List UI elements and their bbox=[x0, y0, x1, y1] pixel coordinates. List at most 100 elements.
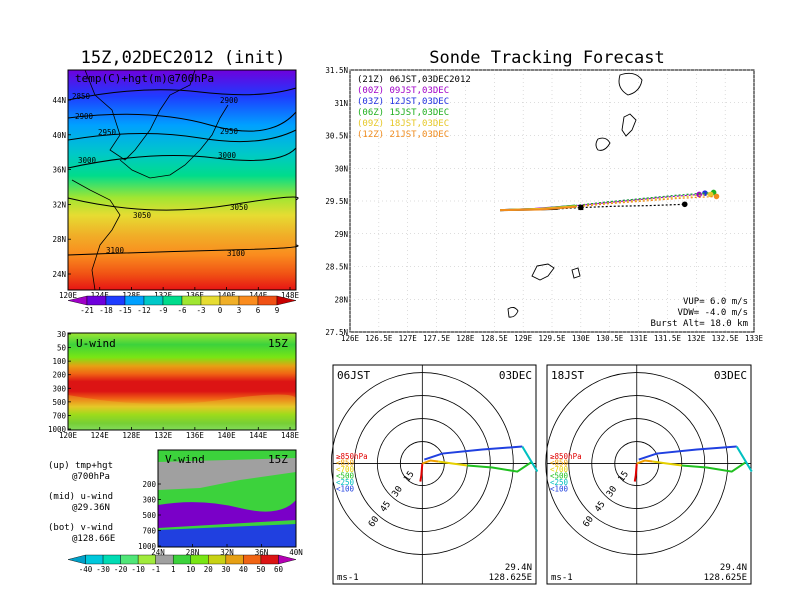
colorbar-swatch bbox=[219, 295, 240, 306]
u-wind-label: U-wind bbox=[76, 337, 116, 350]
temp-colorbar-label: -12 bbox=[137, 306, 151, 315]
colorbar-swatch bbox=[137, 554, 156, 565]
temp-colorbar-label: 3 bbox=[237, 306, 242, 315]
note-line: @128.66E bbox=[72, 534, 115, 544]
track-x-tick-label: 133E bbox=[745, 334, 764, 343]
hodograph-level-label: <850 bbox=[336, 459, 355, 468]
temp-y-tick-label: 36N bbox=[52, 166, 66, 175]
temp-x-tick-label: 128E bbox=[122, 291, 141, 300]
island bbox=[571, 267, 581, 279]
temp-y-tick-label: 40N bbox=[52, 131, 66, 140]
track-panel: 126E 126.5E 127E 127.5E 128E 128.5E 129E 129.5E… bbox=[325, 66, 763, 343]
colorbar-swatch bbox=[190, 554, 209, 565]
u-wind-panel: U-wind 15Z 30 50 100 200 300 500 700 1000 120E 1… bbox=[48, 330, 300, 440]
hodograph-trace bbox=[424, 445, 523, 461]
temp-map-panel: temp(C)+hgt(m)@700hPa 2850 2900 2900 295… bbox=[52, 69, 300, 300]
v-y-tick-label: 500 bbox=[142, 511, 156, 520]
colorbar-swatch bbox=[86, 295, 107, 306]
u-x-tick-label: 120E bbox=[59, 431, 78, 440]
temp-x-tick-label: 144E bbox=[249, 291, 268, 300]
contour-line bbox=[67, 129, 297, 143]
hodograph-level-label: <850 bbox=[550, 459, 569, 468]
colorbar-swatch bbox=[200, 295, 221, 306]
v-colorbar-label: 60 bbox=[274, 565, 284, 574]
contour-label: 3100 bbox=[106, 246, 125, 255]
track-series-line-dashed bbox=[557, 203, 685, 210]
hodograph-level-label: <100 bbox=[336, 485, 355, 494]
u-x-tick-label: 128E bbox=[122, 431, 141, 440]
right-panel-title: Sonde Tracking Forecast bbox=[429, 48, 664, 68]
track-x-tick-label: 132.5E bbox=[712, 334, 740, 343]
track-y-tick-label: 29N bbox=[334, 230, 348, 239]
v-wind-purple-band bbox=[158, 500, 296, 528]
contour-line bbox=[67, 111, 297, 132]
colorbar-swatch bbox=[238, 295, 259, 306]
u-x-tick-label: 148E bbox=[281, 431, 300, 440]
hodograph-trace bbox=[636, 459, 653, 465]
track-y-tick-label: 29.5N bbox=[325, 197, 348, 206]
u-x-tick-label: 132E bbox=[154, 431, 173, 440]
hodograph-trace bbox=[419, 463, 424, 482]
island bbox=[618, 72, 643, 96]
hodograph-level-label: <700 bbox=[336, 465, 355, 474]
track-x-tick-label: 131E bbox=[630, 334, 649, 343]
track-legend-entry: (21Z) 06JST,03DEC2012 bbox=[357, 75, 471, 85]
u-wind-lower-band bbox=[68, 394, 296, 430]
contour-label: 2850 bbox=[72, 92, 91, 101]
hodograph-level-label: <250 bbox=[336, 478, 355, 487]
track-series-line-dashed bbox=[575, 195, 717, 208]
track-legend-entry: (06Z) 15JST,03DEC bbox=[357, 108, 449, 118]
u-wind-time-label: 15Z bbox=[268, 337, 288, 350]
temp-x-tick-label: 132E bbox=[154, 291, 173, 300]
track-end-point bbox=[696, 191, 702, 198]
hodograph-trace bbox=[521, 446, 539, 473]
annotation-vup: VUP= 6.0 m/s bbox=[683, 297, 748, 307]
track-x-tick-label: 130E bbox=[572, 334, 591, 343]
v-y-tick-label: 200 bbox=[142, 480, 156, 489]
track-series-line-dashed bbox=[575, 191, 714, 207]
hodograph-trace bbox=[681, 460, 748, 473]
temp-y-tick-label: 28N bbox=[52, 235, 66, 244]
u-x-tick-label: 144E bbox=[249, 431, 268, 440]
v-colorbar-label: -1 bbox=[151, 565, 160, 574]
colorbar-swatch bbox=[102, 554, 121, 565]
hodograph-trace bbox=[633, 463, 638, 482]
v-colorbar-label: -40 bbox=[79, 565, 93, 574]
track-x-tick-label: 126.5E bbox=[365, 334, 393, 343]
hodograph-lon: 128.625E bbox=[489, 573, 532, 583]
v-colorbar-label: -10 bbox=[131, 565, 145, 574]
v-colorbar-label: 10 bbox=[186, 565, 196, 574]
colorbar-swatch bbox=[85, 554, 104, 565]
temp-colorbar-label: -18 bbox=[99, 306, 113, 315]
u-y-tick-label: 1000 bbox=[48, 425, 67, 434]
v-wind-label: V-wind bbox=[165, 453, 205, 466]
colorbar-swatch bbox=[155, 554, 174, 565]
colorbar-swatch bbox=[278, 554, 297, 565]
v-colorbar-label: 20 bbox=[204, 565, 214, 574]
u-x-tick-label: 136E bbox=[186, 431, 205, 440]
temp-field bbox=[68, 70, 296, 290]
temp-y-tick-label: 24N bbox=[52, 270, 66, 279]
v-colorbar-label: 50 bbox=[256, 565, 266, 574]
hodograph-lon: 128.625E bbox=[704, 573, 747, 583]
track-legend-entry: (03Z) 12JST,03DEC bbox=[357, 97, 449, 107]
contour-label: 3050 bbox=[133, 211, 152, 220]
temp-x-tick-label: 124E bbox=[91, 291, 110, 300]
contour-label: 2900 bbox=[220, 96, 239, 105]
u-wind-frame bbox=[67, 332, 297, 431]
note-line: (mid) u-wind bbox=[48, 492, 113, 502]
track-end-point bbox=[707, 191, 714, 198]
temp-y-tick-label: 44N bbox=[52, 96, 66, 105]
track-series-line bbox=[500, 205, 576, 212]
track-x-tick-label: 131.5E bbox=[654, 334, 682, 343]
temp-colorbar-label: -15 bbox=[118, 306, 132, 315]
track-midpoint-marker bbox=[578, 205, 584, 211]
contour-label: 2950 bbox=[98, 128, 117, 137]
colorbar-swatch bbox=[124, 295, 145, 306]
track-legend-entry: (09Z) 18JST,03DEC bbox=[357, 119, 449, 129]
track-y-tick-label: 31N bbox=[334, 99, 348, 108]
v-y-tick-label: 700 bbox=[142, 527, 156, 536]
temp-colorbar-label: 6 bbox=[256, 306, 261, 315]
hodograph-trace bbox=[652, 460, 682, 467]
